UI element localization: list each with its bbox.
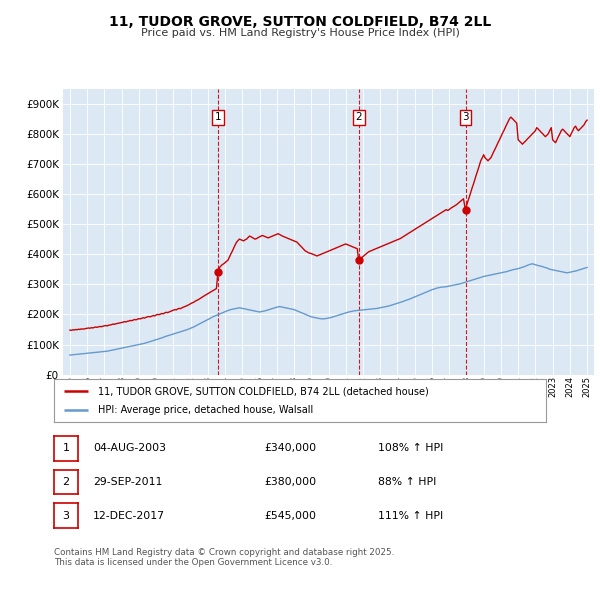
Text: Price paid vs. HM Land Registry's House Price Index (HPI): Price paid vs. HM Land Registry's House … xyxy=(140,28,460,38)
Text: 111% ↑ HPI: 111% ↑ HPI xyxy=(378,511,443,520)
Text: £545,000: £545,000 xyxy=(264,511,316,520)
Text: HPI: Average price, detached house, Walsall: HPI: Average price, detached house, Wals… xyxy=(98,405,314,415)
Text: 2: 2 xyxy=(355,112,362,122)
Text: 108% ↑ HPI: 108% ↑ HPI xyxy=(378,444,443,453)
Text: £340,000: £340,000 xyxy=(264,444,316,453)
Text: 3: 3 xyxy=(462,112,469,122)
Text: 3: 3 xyxy=(62,511,70,520)
Text: 1: 1 xyxy=(62,444,70,453)
Text: 11, TUDOR GROVE, SUTTON COLDFIELD, B74 2LL: 11, TUDOR GROVE, SUTTON COLDFIELD, B74 2… xyxy=(109,15,491,30)
Text: Contains HM Land Registry data © Crown copyright and database right 2025.
This d: Contains HM Land Registry data © Crown c… xyxy=(54,548,394,567)
Text: 04-AUG-2003: 04-AUG-2003 xyxy=(93,444,166,453)
Text: 88% ↑ HPI: 88% ↑ HPI xyxy=(378,477,436,487)
Text: £380,000: £380,000 xyxy=(264,477,316,487)
Text: 1: 1 xyxy=(215,112,221,122)
Text: 11, TUDOR GROVE, SUTTON COLDFIELD, B74 2LL (detached house): 11, TUDOR GROVE, SUTTON COLDFIELD, B74 2… xyxy=(98,386,429,396)
Text: 12-DEC-2017: 12-DEC-2017 xyxy=(93,511,165,520)
Text: 29-SEP-2011: 29-SEP-2011 xyxy=(93,477,163,487)
Text: 2: 2 xyxy=(62,477,70,487)
